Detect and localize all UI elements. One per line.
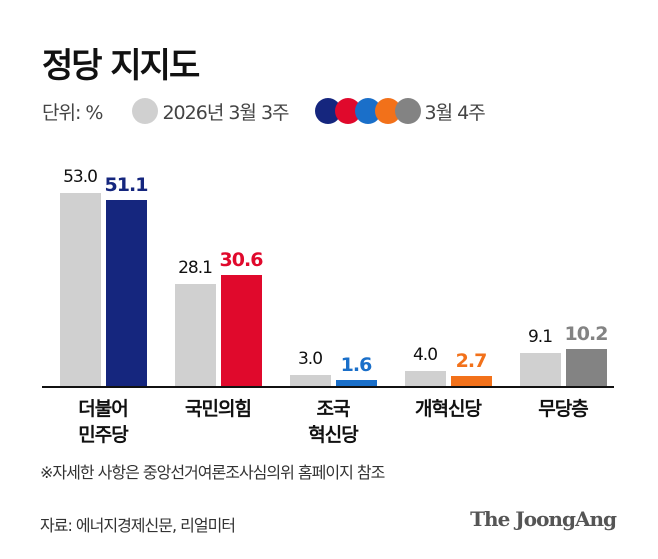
bar-curr <box>451 376 492 386</box>
value-label-prev: 28.1 <box>178 257 213 278</box>
value-label-curr: 30.6 <box>219 248 264 271</box>
value-label-curr: 10.2 <box>564 322 609 345</box>
category-label: 국민의힘 <box>185 398 252 420</box>
legend-curr-label: 3월 4주 <box>424 101 486 124</box>
bar-prev <box>405 371 446 386</box>
bar-curr <box>221 274 262 386</box>
legend-prev-swatch-icon <box>132 98 159 124</box>
legend-prev-label: 2026년 3월 3주 <box>162 101 289 124</box>
bar-curr <box>106 199 147 386</box>
footnote: ※자세한 사항은 중앙선거여론조사심의위 홈페이지 참조 <box>40 463 385 482</box>
value-label-prev: 9.1 <box>527 326 553 347</box>
value-label-curr: 1.6 <box>340 354 373 377</box>
value-label-prev: 53.0 <box>63 167 98 188</box>
source-text: 자료: 에너지경제신문, 리얼미터 <box>40 516 236 535</box>
chart-title: 정당 지지도 <box>42 46 200 86</box>
value-label-curr: 51.1 <box>104 173 149 196</box>
bar-prev <box>520 352 561 386</box>
bar-curr <box>566 348 607 386</box>
category-label: 개혁신당 <box>415 398 482 420</box>
value-label-prev: 4.0 <box>412 345 438 366</box>
brand-logo: The JoongAng <box>470 507 617 531</box>
category-label: 무당층 <box>538 398 588 420</box>
value-label-prev: 3.0 <box>297 349 323 370</box>
legend-curr-swatches-icon <box>314 98 421 124</box>
legend: 단위: % 2026년 3월 3주 3월 4주 <box>42 98 486 124</box>
unit-label: 단위: % <box>42 101 103 124</box>
bar-curr <box>336 380 377 386</box>
bar-prev <box>290 375 331 386</box>
x-axis-line <box>42 386 614 388</box>
bar-prev <box>175 283 216 386</box>
legend-dot-icon <box>394 98 421 124</box>
value-label-curr: 2.7 <box>455 350 488 373</box>
category-label: 더불어 민주당 <box>78 398 128 446</box>
category-label: 조국 혁신당 <box>308 398 358 446</box>
bar-prev <box>60 193 101 386</box>
